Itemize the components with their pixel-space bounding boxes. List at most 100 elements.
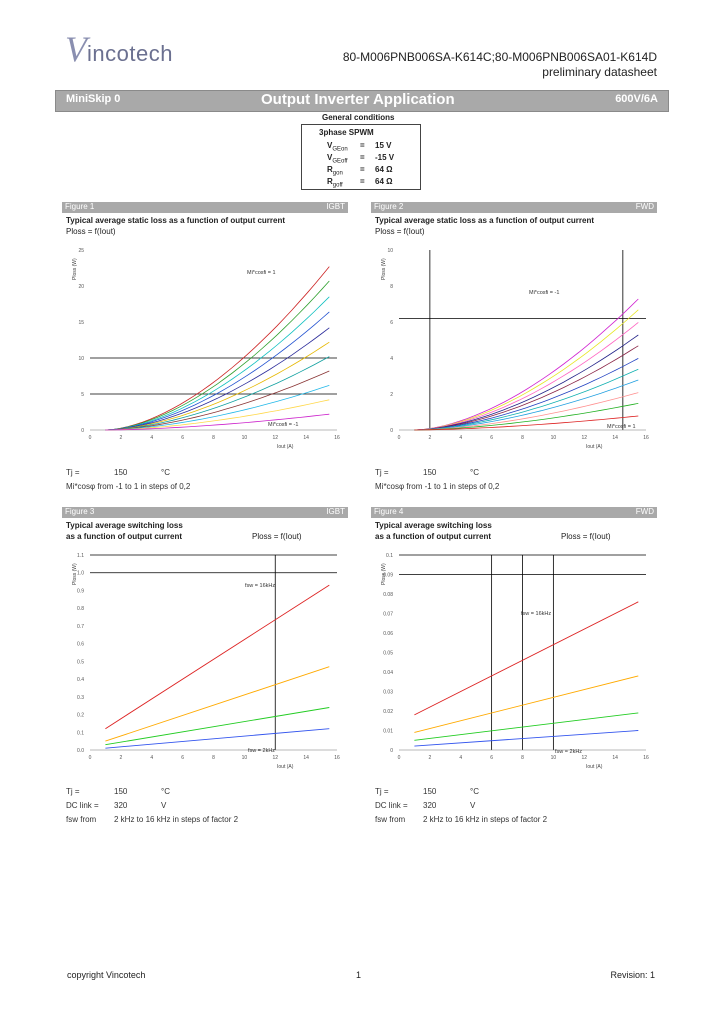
series-line [105, 370, 330, 431]
y-tick-label: 0 [390, 748, 393, 754]
annotation-bottom: fsw = 2kHz [248, 748, 275, 754]
banner-title: Output Inverter Application [261, 91, 455, 108]
x-tick-label: 2 [428, 755, 431, 761]
note-unit: °C [161, 787, 170, 796]
x-tick-label: 4 [150, 755, 153, 761]
y-tick-label: 10 [78, 356, 84, 362]
condition-equals: = [360, 165, 365, 174]
condition-value: 15 V [375, 141, 392, 150]
figure-header-bar: Figure 2 FWD [371, 202, 657, 213]
series-line [105, 311, 330, 431]
y-tick-label: 0.02 [383, 709, 393, 715]
y-tick-label: 0 [390, 428, 393, 434]
y-tick-label: 0.05 [383, 651, 393, 657]
figure-tag: IGBT [326, 202, 345, 211]
x-axis-label: Iout (A) [277, 444, 294, 450]
banner-module: MiniSkip 0 [66, 93, 121, 105]
series-line [414, 345, 639, 431]
figure-label: Figure 2 [374, 202, 404, 211]
y-tick-label: 2 [390, 392, 393, 398]
figure-note: DC link = 320 V [375, 801, 655, 810]
series-line [414, 322, 639, 431]
annotation-bottom: Mi*cosfi = -1 [268, 422, 298, 428]
series-line [414, 298, 639, 431]
series-line [414, 334, 639, 431]
y-tick-label: 0.8 [77, 606, 84, 612]
x-tick-label: 0 [398, 435, 401, 441]
x-tick-label: 10 [551, 755, 557, 761]
series-line [105, 327, 330, 431]
y-tick-label: 0.4 [77, 677, 84, 683]
series-line [414, 730, 639, 747]
figure-chart: 0 2 4 6 8 10 12 14 16 0.0 0.1 0.2 0.3 0.4 0.5 0.6 0.7 0.8… [72, 553, 340, 770]
y-tick-label: 1.1 [77, 553, 84, 559]
y-tick-label: 0.7 [77, 624, 84, 630]
x-tick-label: 4 [150, 435, 153, 441]
x-tick-label: 2 [119, 435, 122, 441]
y-tick-label: 0.1 [386, 553, 393, 559]
series-line [105, 584, 330, 730]
y-tick-label: 5 [81, 392, 84, 398]
figure-note: Tj = 150 °C [375, 787, 655, 796]
x-tick-label: 6 [490, 755, 493, 761]
figure-title: Typical average switching loss [66, 521, 183, 530]
figure-note: Tj = 150 °C [66, 468, 346, 477]
note-label: Mi*cosφ from -1 to 1 in steps of 0,2 [375, 482, 500, 491]
series-line [105, 266, 330, 431]
x-tick-label: 16 [643, 435, 649, 441]
condition-symbol: V [327, 153, 333, 162]
x-tick-label: 0 [398, 755, 401, 761]
y-tick-label: 4 [390, 356, 393, 362]
series-line [105, 341, 330, 431]
figure-tag: IGBT [326, 507, 345, 516]
x-tick-label: 16 [334, 755, 340, 761]
x-tick-label: 10 [242, 755, 248, 761]
note-label: DC link = [375, 801, 408, 810]
y-tick-label: 0.2 [77, 713, 84, 719]
figure-note: Tj = 150 °C [66, 787, 346, 796]
annotation-top: fsw = 16kHz [245, 583, 275, 589]
series-line [414, 309, 639, 431]
company-logo: Vincotech [65, 28, 173, 70]
y-tick-label: 0.09 [383, 573, 393, 579]
x-tick-label: 4 [459, 755, 462, 761]
condition-row: VGEoff = -15 V [327, 153, 417, 165]
x-tick-label: 8 [521, 755, 524, 761]
section-banner: MiniSkip 0 Output Inverter Application 6… [55, 90, 669, 112]
condition-equals: = [360, 153, 365, 162]
figure-note: fsw from 2 kHz to 16 kHz in steps of fact… [66, 815, 346, 824]
series-line [105, 666, 330, 742]
note-unit: V [470, 801, 476, 810]
y-axis-label: Ploss (W) [72, 563, 78, 585]
condition-symbol: R [327, 177, 333, 186]
conditions-mode: 3phase SPWM [319, 128, 374, 137]
conditions-box: 3phase SPWM VGEon = 15 V VGEoff = -15 V Rgon = 6… [301, 124, 421, 190]
note-unit: °C [470, 468, 479, 477]
logo-letter: V [65, 29, 87, 69]
y-tick-label: 0.3 [77, 695, 84, 701]
condition-subscript: GEoff [332, 158, 348, 165]
note-value: 320 [114, 801, 128, 810]
condition-subscript: goff [332, 182, 343, 189]
conditions-title: General conditions [322, 113, 395, 122]
note-value: 150 [423, 787, 437, 796]
x-tick-label: 0 [89, 755, 92, 761]
series-line [414, 392, 639, 431]
y-tick-label: 0.0 [77, 748, 84, 754]
figure-title: Typical average static loss as a functio… [66, 216, 286, 225]
note-label: Mi*cosφ from -1 to 1 in steps of 0,2 [66, 482, 191, 491]
figure-formula: Ploss = f(Iout) [375, 227, 425, 236]
note-label: Tj = [375, 787, 389, 796]
series-line [105, 413, 330, 431]
condition-subscript: GEon [332, 146, 348, 153]
y-tick-label: 0.01 [383, 729, 393, 735]
y-tick-label: 0.07 [383, 612, 393, 618]
x-tick-label: 8 [212, 435, 215, 441]
figure-note: Mi*cosφ from -1 to 1 in steps of 0,2 [375, 482, 655, 491]
figure-formula: Ploss = f(Iout) [252, 532, 302, 541]
x-tick-label: 16 [643, 755, 649, 761]
series-line [105, 399, 330, 431]
annotation-top: Mi*cosfi = 1 [247, 270, 276, 276]
x-tick-label: 14 [612, 435, 618, 441]
